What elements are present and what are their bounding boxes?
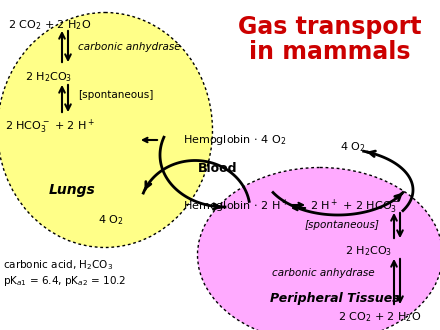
Text: Gas transport: Gas transport [238, 15, 422, 39]
Text: 2 CO$_2$ + 2 H$_2$O: 2 CO$_2$ + 2 H$_2$O [8, 18, 92, 32]
Ellipse shape [0, 13, 213, 247]
Text: 2 CO$_2$ + 2 H$_2$O: 2 CO$_2$ + 2 H$_2$O [338, 310, 422, 324]
Text: 2 H$^+$ + 2 HCO$_3^-$: 2 H$^+$ + 2 HCO$_3^-$ [310, 198, 400, 216]
Text: [spontaneous]: [spontaneous] [78, 90, 154, 100]
Text: in mammals: in mammals [249, 40, 411, 64]
Text: Blood: Blood [198, 162, 238, 175]
Text: [spontaneous]: [spontaneous] [305, 220, 380, 230]
Text: Hemoglobin $\cdot$ 4 O$_2$: Hemoglobin $\cdot$ 4 O$_2$ [183, 133, 286, 147]
Text: 4 O$_2$: 4 O$_2$ [340, 140, 366, 154]
Text: 2 H$_2$CO$_3$: 2 H$_2$CO$_3$ [25, 70, 72, 84]
Text: 4 O$_2$: 4 O$_2$ [98, 213, 124, 227]
Text: Peripheral Tissues: Peripheral Tissues [270, 292, 400, 305]
Text: pK$_{a1}$ = 6.4, pK$_{a2}$ = 10.2: pK$_{a1}$ = 6.4, pK$_{a2}$ = 10.2 [3, 274, 126, 288]
Text: carbonic acid, H$_2$CO$_3$: carbonic acid, H$_2$CO$_3$ [3, 258, 113, 272]
Text: carbonic anhydrase: carbonic anhydrase [78, 42, 181, 52]
Text: 2 H$_2$CO$_3$: 2 H$_2$CO$_3$ [345, 244, 392, 258]
Text: Hemoglobin $\cdot$ 2 H$^+$: Hemoglobin $\cdot$ 2 H$^+$ [183, 198, 289, 215]
Text: carbonic anhydrase: carbonic anhydrase [272, 268, 374, 278]
Ellipse shape [198, 168, 440, 330]
Text: 2 HCO$_3^-$ + 2 H$^+$: 2 HCO$_3^-$ + 2 H$^+$ [5, 118, 95, 136]
Text: Lungs: Lungs [49, 183, 95, 197]
